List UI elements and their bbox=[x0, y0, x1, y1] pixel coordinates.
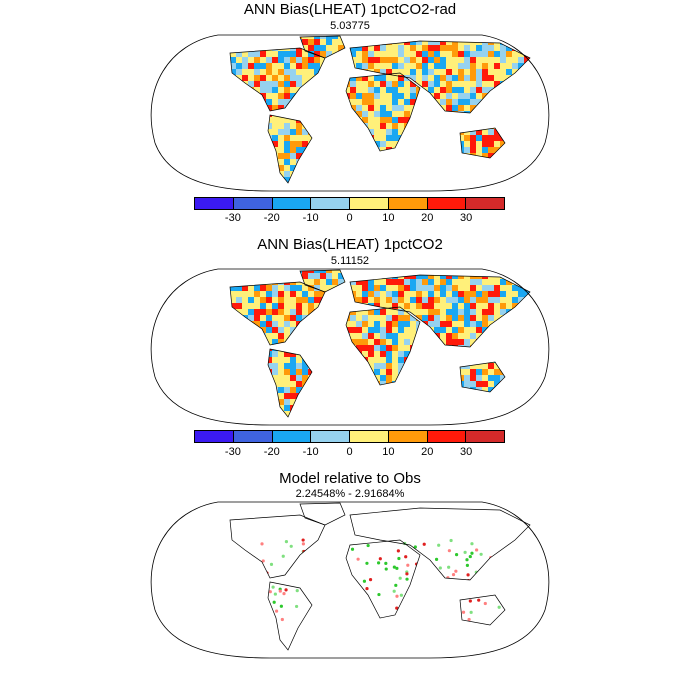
colorbar-swatch bbox=[466, 431, 504, 442]
panel-2-colorbar-ticks: -30 -20 -10 0 10 20 30 bbox=[194, 446, 505, 460]
panel-1-colorbar bbox=[194, 197, 505, 210]
coastline-greenland bbox=[299, 502, 346, 526]
colorbar-swatch bbox=[195, 198, 234, 209]
colorbar-tick-label: -10 bbox=[302, 446, 319, 458]
colorbar-tick-label: 30 bbox=[460, 446, 473, 458]
colorbar-swatch bbox=[233, 431, 273, 442]
panel-1-colorbar-ticks: -30 -20 -10 0 10 20 30 bbox=[194, 212, 505, 226]
coastline-samerica bbox=[267, 114, 313, 184]
coastline-samerica bbox=[267, 348, 313, 418]
colorbar-tick-label: -10 bbox=[302, 212, 319, 224]
bias-field bbox=[230, 270, 530, 417]
panel-1-title: ANN Bias(LHEAT) 1pctCO2-rad bbox=[243, 1, 457, 18]
panel-1-map bbox=[150, 34, 550, 192]
colorbar-tick-label: 30 bbox=[460, 212, 473, 224]
map-border bbox=[150, 501, 550, 659]
colorbar-tick-label: -30 bbox=[224, 446, 241, 458]
panel-3-title: Model relative to Obs bbox=[279, 470, 421, 487]
colorbar-tick-label: 10 bbox=[382, 446, 395, 458]
map-border bbox=[150, 34, 550, 192]
coastline-namerica bbox=[229, 281, 326, 346]
coastline-eurasia bbox=[349, 507, 531, 581]
colorbar-swatch bbox=[272, 198, 312, 209]
coastline-australia bbox=[459, 594, 506, 626]
panel-1-subtitle: 5.03775 bbox=[330, 20, 370, 32]
colorbar-swatch bbox=[350, 198, 389, 209]
panel-2-colorbar bbox=[194, 430, 505, 443]
colorbar-swatch bbox=[427, 431, 467, 442]
coastline-namerica bbox=[229, 514, 326, 579]
coastline-australia bbox=[459, 127, 506, 159]
coastline-greenland bbox=[299, 35, 346, 59]
colorbar-swatch bbox=[195, 431, 234, 442]
coastline-africa bbox=[345, 539, 421, 619]
relative-dots bbox=[260, 538, 512, 622]
colorbar-swatch bbox=[388, 198, 428, 209]
colorbar-tick-label: -20 bbox=[263, 446, 280, 458]
colorbar-swatch bbox=[427, 198, 467, 209]
coastline-greenland bbox=[299, 269, 346, 293]
colorbar-swatch bbox=[466, 198, 504, 209]
colorbar-tick-label: 20 bbox=[421, 212, 434, 224]
colorbar-swatch bbox=[272, 431, 312, 442]
coastline-africa bbox=[345, 306, 421, 386]
coastline-africa bbox=[345, 72, 421, 152]
panel-2-map bbox=[150, 268, 550, 426]
coastline-eurasia bbox=[349, 274, 531, 348]
colorbar-swatch bbox=[311, 198, 350, 209]
map-border bbox=[150, 268, 550, 426]
colorbar-tick-label: -20 bbox=[263, 212, 280, 224]
colorbar-swatch bbox=[388, 431, 428, 442]
panel-2-title: ANN Bias(LHEAT) 1pctCO2 bbox=[257, 236, 443, 253]
coastline-namerica bbox=[229, 47, 326, 112]
colorbar-tick-label: 20 bbox=[421, 446, 434, 458]
panel-3-map bbox=[150, 501, 550, 659]
colorbar-tick-label: -30 bbox=[224, 212, 241, 224]
bias-field bbox=[230, 36, 530, 183]
colorbar-swatch bbox=[350, 431, 389, 442]
panel-3-subtitle: 2.24548% - 2.91684% bbox=[295, 488, 405, 500]
colorbar-tick-label: 0 bbox=[346, 212, 353, 224]
coastline-samerica bbox=[267, 581, 313, 651]
panel-2-subtitle: 5.11152 bbox=[330, 255, 370, 267]
colorbar-swatch bbox=[233, 198, 273, 209]
colorbar-tick-label: 10 bbox=[382, 212, 395, 224]
coastline-australia bbox=[459, 361, 506, 393]
colorbar-swatch bbox=[311, 431, 350, 442]
colorbar-tick-label: 0 bbox=[346, 446, 353, 458]
coastline-eurasia bbox=[349, 40, 531, 114]
